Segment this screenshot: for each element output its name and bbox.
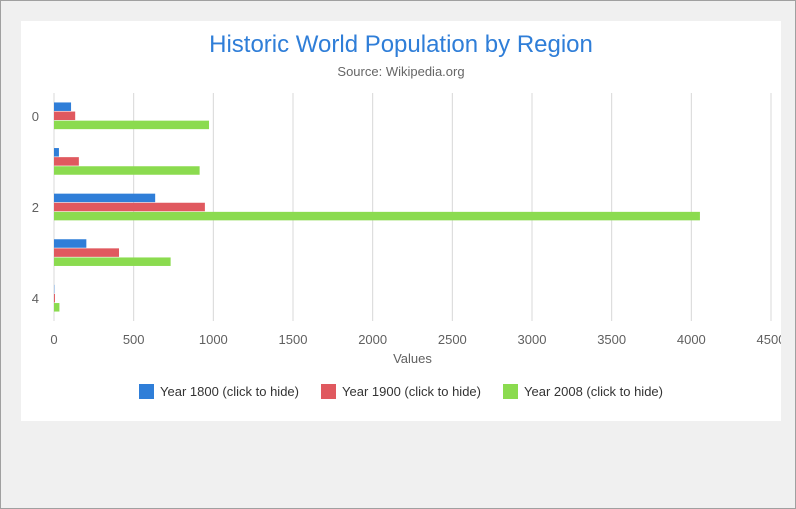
legend-swatch [139, 384, 154, 399]
chart-subtitle: Source: Wikipedia.org [337, 64, 465, 79]
x-tick-label: 2000 [358, 332, 387, 347]
x-axis-title: Values [393, 351, 432, 366]
bar-year-1900 [54, 248, 120, 257]
x-tick-label: 3000 [518, 332, 547, 347]
bar-year-2008 [54, 211, 700, 221]
legend-item[interactable]: Year 2008 (click to hide) [503, 384, 663, 399]
x-tick-label: 4000 [677, 332, 706, 347]
bar-year-2008 [54, 120, 210, 130]
bar-year-1900 [54, 293, 55, 303]
bar-year-1800 [54, 102, 72, 111]
legend-label: Year 1800 (click to hide) [160, 384, 299, 399]
bar-year-1900 [54, 202, 205, 212]
legend-item[interactable]: Year 1800 (click to hide) [139, 384, 299, 399]
bar-year-1800 [54, 239, 87, 248]
bar-year-2008 [54, 166, 200, 175]
legend-swatch [503, 384, 518, 399]
x-tick-label: 500 [123, 332, 145, 347]
x-tick-label: 2500 [438, 332, 467, 347]
x-tick-label: 0 [50, 332, 57, 347]
legend-label: Year 1900 (click to hide) [342, 384, 481, 399]
chart-container: Historic World Population by Region Sour… [21, 21, 781, 421]
y-tick-label: 0 [32, 109, 39, 124]
y-tick-label: 4 [32, 291, 39, 306]
bar-year-2008 [54, 303, 60, 312]
legend-item[interactable]: Year 1900 (click to hide) [321, 384, 481, 399]
legend: Year 1800 (click to hide) Year 1900 (clic… [21, 384, 781, 399]
x-tick-label: 4500 [757, 332, 781, 347]
x-tick-label: 3500 [597, 332, 626, 347]
legend-swatch [321, 384, 336, 399]
x-tick-label: 1500 [279, 332, 308, 347]
bar-year-1800 [54, 193, 156, 203]
chart-title: Historic World Population by Region [209, 31, 593, 58]
y-tick-label: 2 [32, 200, 39, 215]
bar-year-1900 [54, 157, 79, 166]
plot-area: 0 500 1000 1500 2000 2500 3000 3500 4000 4500 Valu… [32, 93, 781, 366]
legend-label: Year 2008 (click to hide) [524, 384, 663, 399]
bar-year-2008 [54, 257, 171, 266]
x-tick-label: 1000 [199, 332, 228, 347]
bar-year-1800 [54, 148, 59, 157]
bar-year-1900 [54, 111, 76, 121]
